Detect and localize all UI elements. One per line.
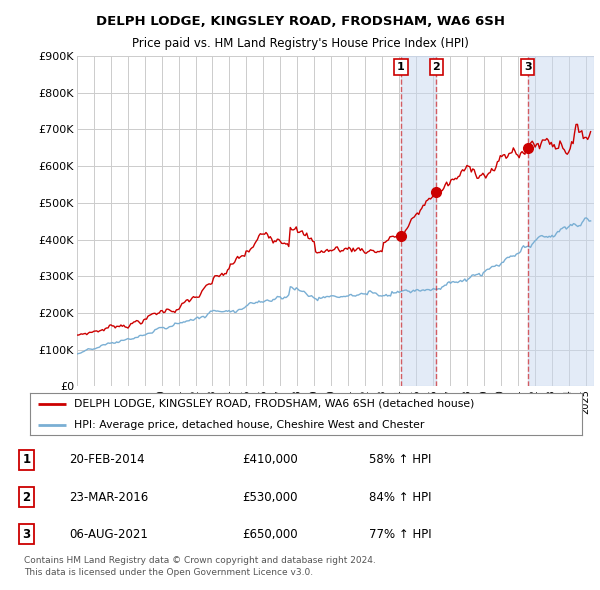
Text: 77% ↑ HPI: 77% ↑ HPI xyxy=(369,527,432,540)
Text: Contains HM Land Registry data © Crown copyright and database right 2024.
This d: Contains HM Land Registry data © Crown c… xyxy=(24,556,376,576)
Bar xyxy=(401,56,436,386)
Text: 2: 2 xyxy=(22,490,31,504)
Text: 1: 1 xyxy=(22,454,31,467)
Text: DELPH LODGE, KINGSLEY ROAD, FRODSHAM, WA6 6SH (detached house): DELPH LODGE, KINGSLEY ROAD, FRODSHAM, WA… xyxy=(74,399,475,408)
Bar xyxy=(528,56,594,386)
Text: 20-FEB-2014: 20-FEB-2014 xyxy=(70,454,145,467)
Text: £650,000: £650,000 xyxy=(242,527,298,540)
Text: 06-AUG-2021: 06-AUG-2021 xyxy=(70,527,148,540)
Text: 3: 3 xyxy=(22,527,31,540)
Text: £410,000: £410,000 xyxy=(242,454,298,467)
Text: DELPH LODGE, KINGSLEY ROAD, FRODSHAM, WA6 6SH: DELPH LODGE, KINGSLEY ROAD, FRODSHAM, WA… xyxy=(95,15,505,28)
Text: HPI: Average price, detached house, Cheshire West and Chester: HPI: Average price, detached house, Ches… xyxy=(74,420,425,430)
Text: 3: 3 xyxy=(524,62,532,72)
Text: 23-MAR-2016: 23-MAR-2016 xyxy=(70,490,149,504)
Text: 1: 1 xyxy=(397,62,405,72)
Text: 58% ↑ HPI: 58% ↑ HPI xyxy=(369,454,431,467)
Text: 84% ↑ HPI: 84% ↑ HPI xyxy=(369,490,431,504)
Text: 2: 2 xyxy=(433,62,440,72)
Text: Price paid vs. HM Land Registry's House Price Index (HPI): Price paid vs. HM Land Registry's House … xyxy=(131,37,469,50)
Text: £530,000: £530,000 xyxy=(242,490,298,504)
